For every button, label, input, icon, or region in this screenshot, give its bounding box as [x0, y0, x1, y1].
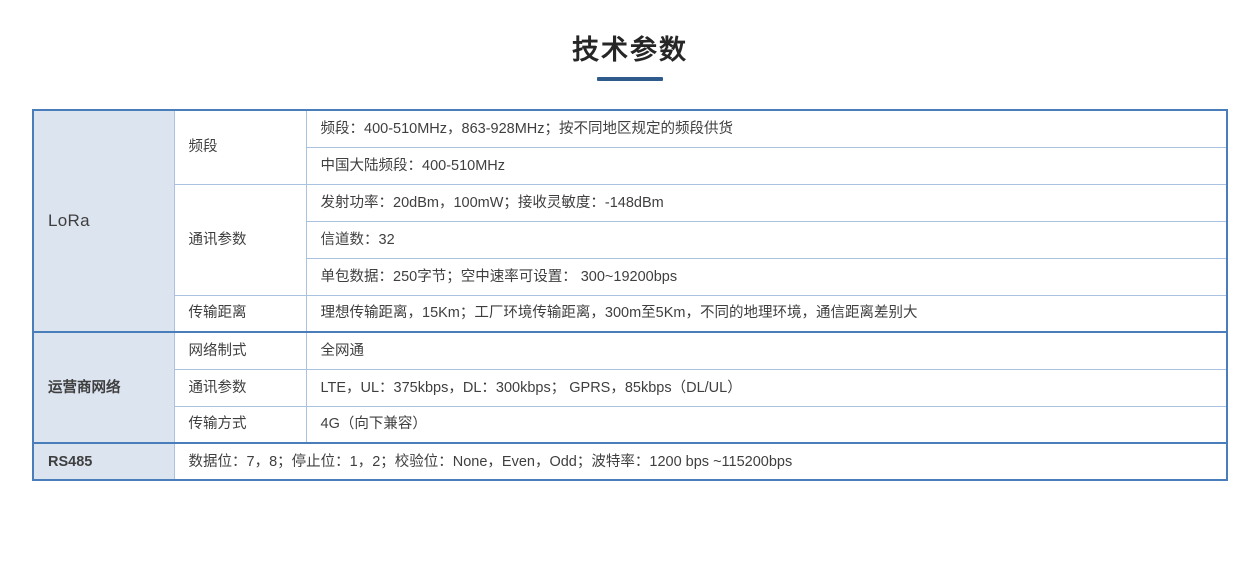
table-row: 运营商网络 网络制式 全网通 [32, 331, 1228, 444]
page-title: 技术参数 [572, 35, 688, 65]
spec-value: 4G（向下兼容） [305, 405, 1228, 444]
spec-sheet-page: 技术参数 LoRa 频段 频段：400-510MHz，863-928MHz；按不同地… [0, 0, 1260, 481]
title-underline-rule [597, 77, 663, 81]
spec-param-label: 通讯参数 [173, 183, 307, 296]
table-row: 传输距离 理想传输距离，15Km；工厂环境传输距离，300m至5Km，不同的地理环… [33, 294, 1228, 333]
table-row: RS485 数据位：7，8；停止位：1，2；校验位：None，Even，Odd；波… [32, 442, 1228, 481]
spec-value: 理想传输距离，15Km；工厂环境传输距离，300m至5Km，不同的地理环境，通信… [305, 294, 1228, 333]
spec-param-label: 频段 [173, 109, 307, 185]
spec-value: 信道数：32 [305, 220, 1228, 259]
table-row: 通讯参数 LTE，UL：375kbps，DL：300kbps； GPRS，85kb… [33, 368, 1228, 407]
group-label-rs485: RS485 [32, 442, 175, 481]
group-label-lora: LoRa [32, 109, 175, 333]
table-row: LoRa 频段 频段：400-510MHz，863-928MHz；按不同地区规定的频… [32, 109, 1228, 333]
table-row: 通讯参数 发射功率：20dBm，100mW；接收灵敏度：-148dBm [33, 183, 1228, 296]
spec-param-label: 传输方式 [173, 405, 307, 444]
spec-value: 全网通 [305, 331, 1228, 370]
spec-value: 数据位：7，8；停止位：1，2；校验位：None，Even，Odd；波特率：12… [173, 442, 1228, 481]
spec-table-body: LoRa 频段 频段：400-510MHz，863-928MHz；按不同地区规定的频… [32, 109, 1228, 481]
table-row: 信道数：32 [33, 220, 1228, 259]
spec-table: LoRa 频段 频段：400-510MHz，863-928MHz；按不同地区规定的频… [32, 109, 1228, 481]
spec-value: 单包数据：250字节；空中速率可设置： 300~19200bps [305, 257, 1228, 296]
spec-param-label: 网络制式 [173, 331, 307, 370]
spec-value: 中国大陆频段：400-510MHz [305, 146, 1228, 185]
table-row: 中国大陆频段：400-510MHz [33, 146, 1228, 185]
table-row: 传输方式 4G（向下兼容） [33, 405, 1228, 444]
spec-value: 发射功率：20dBm，100mW；接收灵敏度：-148dBm [305, 183, 1228, 222]
spec-table-wrapper: LoRa 频段 频段：400-510MHz，863-928MHz；按不同地区规定的频… [32, 109, 1228, 481]
spec-param-label: 传输距离 [173, 294, 307, 333]
spec-value: LTE，UL：375kbps，DL：300kbps； GPRS，85kbps（D… [305, 368, 1228, 407]
spec-param-label: 通讯参数 [173, 368, 307, 407]
group-label-group-1: 运营商网络 [32, 331, 175, 444]
spec-value: 频段：400-510MHz，863-928MHz；按不同地区规定的频段供货 [305, 109, 1228, 148]
page-title-block: 技术参数 [0, 0, 1260, 81]
